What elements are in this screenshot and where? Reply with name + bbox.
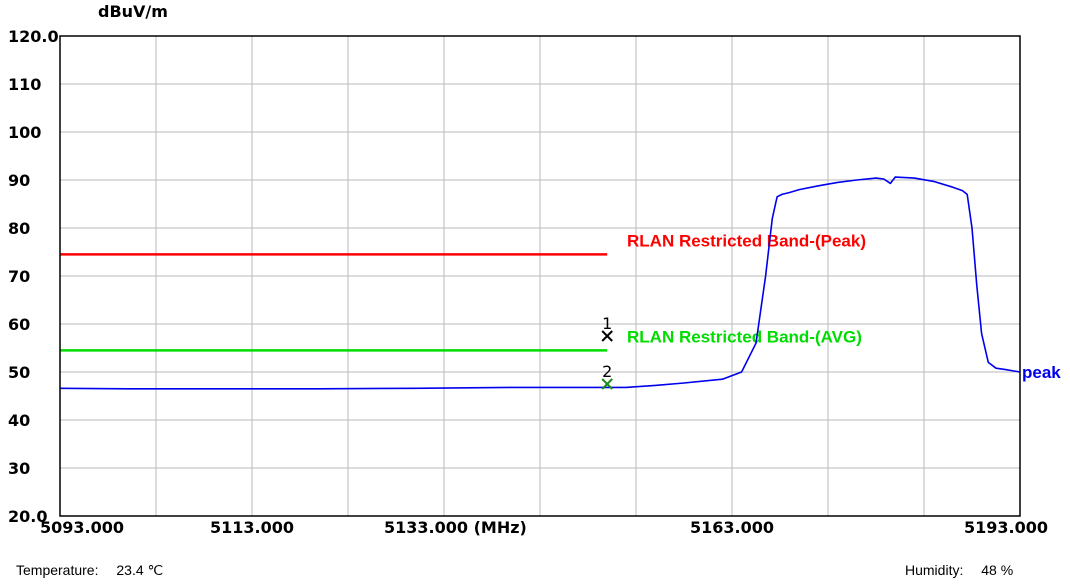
y-tick-label: 50: [8, 363, 30, 382]
x-tick-label: 5133.000 (MHz): [384, 518, 527, 537]
temperature-value: 23.4 ℃: [116, 562, 164, 578]
humidity-value: 48 %: [981, 562, 1014, 578]
marker-cross: [601, 330, 613, 342]
limit-label: RLAN Restricted Band-(Peak): [627, 231, 866, 250]
markers: 12: [601, 314, 613, 390]
y-tick-label: 110: [8, 75, 41, 94]
temperature-label: Temperature:: [16, 562, 99, 578]
x-axis-ticks: 5093.000 5113.000 5133.000 (MHz) 5163.000 51…: [40, 518, 1048, 537]
plot-border: [59, 35, 1021, 517]
y-tick-label: 90: [8, 171, 30, 190]
y-tick-label: 30: [8, 459, 30, 478]
y-tick-label: 70: [8, 267, 30, 286]
marker-label: 1: [602, 314, 612, 333]
y-axis-unit: dBuV/m: [98, 2, 168, 21]
x-tick-label: 5193.000: [964, 518, 1048, 537]
marker-cross: [601, 378, 613, 390]
humidity-readout: Humidity: 48 %: [905, 562, 1013, 578]
y-tick-label: 80: [8, 219, 30, 238]
temperature-readout: Temperature: 23.4 ℃: [16, 562, 177, 579]
marker-label: 2: [602, 362, 612, 381]
emission-chart: RLAN Restricted Band-(Peak) RLAN Restrict…: [8, 2, 1061, 537]
limit-label: RLAN Restricted Band-(AVG): [627, 327, 862, 346]
y-tick-label: 100: [8, 123, 41, 142]
x-tick-label: 5093.000: [40, 518, 124, 537]
y-tick-label: 60: [8, 315, 30, 334]
x-tick-label: 5113.000: [210, 518, 294, 537]
series-label: peak: [1022, 363, 1061, 382]
grid: [60, 36, 1020, 516]
humidity-label: Humidity:: [905, 562, 964, 578]
y-tick-label: 20.0: [8, 507, 47, 526]
limit-lines: RLAN Restricted Band-(Peak) RLAN Restrict…: [60, 231, 866, 352]
y-tick-label: 120.0: [8, 27, 59, 46]
x-tick-label: 5163.000: [690, 518, 774, 537]
y-axis-ticks: 20.0 30 40 50 60 70 80 90 100 110 120.0: [8, 27, 59, 526]
y-tick-label: 40: [8, 411, 30, 430]
